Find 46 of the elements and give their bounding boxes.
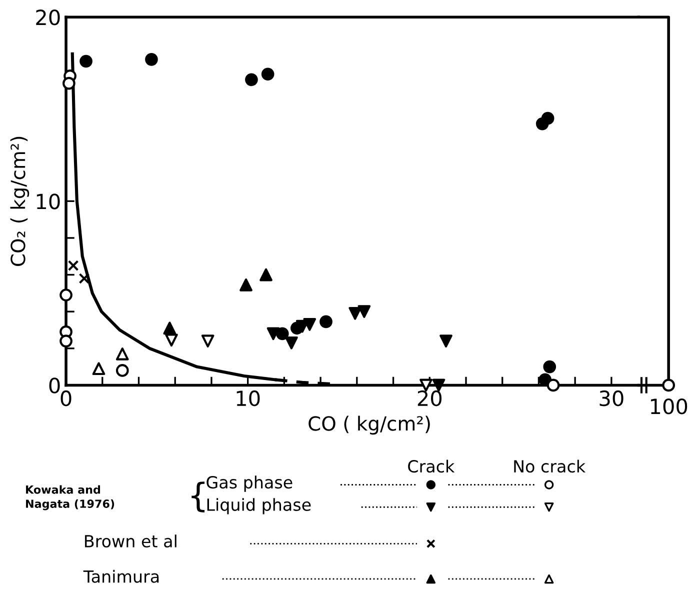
point xyxy=(285,336,298,350)
x-tick-label: 20 xyxy=(418,390,442,406)
text: Liquid phase xyxy=(207,498,311,514)
point xyxy=(78,273,90,284)
point xyxy=(116,347,129,360)
text: No crack xyxy=(514,460,586,473)
text: { xyxy=(192,482,205,512)
point xyxy=(92,362,106,376)
text: Gas phase xyxy=(206,476,292,492)
point xyxy=(60,288,72,302)
point xyxy=(543,360,556,374)
point xyxy=(163,322,176,335)
text: 100 xyxy=(650,398,688,414)
point xyxy=(266,327,280,340)
point xyxy=(60,334,72,348)
y-tick-label: 0 xyxy=(49,378,60,394)
text: Crack xyxy=(408,460,455,473)
point xyxy=(276,327,289,340)
text: Tanimura xyxy=(83,570,159,583)
point xyxy=(260,268,272,282)
point xyxy=(245,73,258,86)
point xyxy=(62,76,76,90)
point xyxy=(358,305,371,318)
point xyxy=(145,52,158,66)
point xyxy=(541,112,554,125)
y-axis-title: CO₂ ( kg/cm²) xyxy=(10,136,30,266)
y-tick-label: 10 xyxy=(36,194,60,210)
point xyxy=(440,334,452,348)
point xyxy=(303,318,316,331)
x-tick-label: 0 xyxy=(60,390,72,406)
point xyxy=(546,378,560,392)
y-tick-label: 20 xyxy=(36,10,60,26)
point xyxy=(348,307,362,320)
point xyxy=(68,260,79,271)
x-tick-label: 10 xyxy=(236,390,260,406)
point xyxy=(261,68,274,81)
x-axis-title: CO ( kg/cm²) xyxy=(308,416,430,435)
point xyxy=(116,364,129,377)
text: Brown et al xyxy=(85,534,176,548)
text: Kowaka and Nagata (1976) xyxy=(26,485,114,510)
point xyxy=(80,54,92,68)
x-tick-label: 30 xyxy=(600,390,624,406)
point xyxy=(165,334,178,347)
point xyxy=(240,278,252,292)
point xyxy=(201,334,214,348)
point xyxy=(320,315,332,328)
